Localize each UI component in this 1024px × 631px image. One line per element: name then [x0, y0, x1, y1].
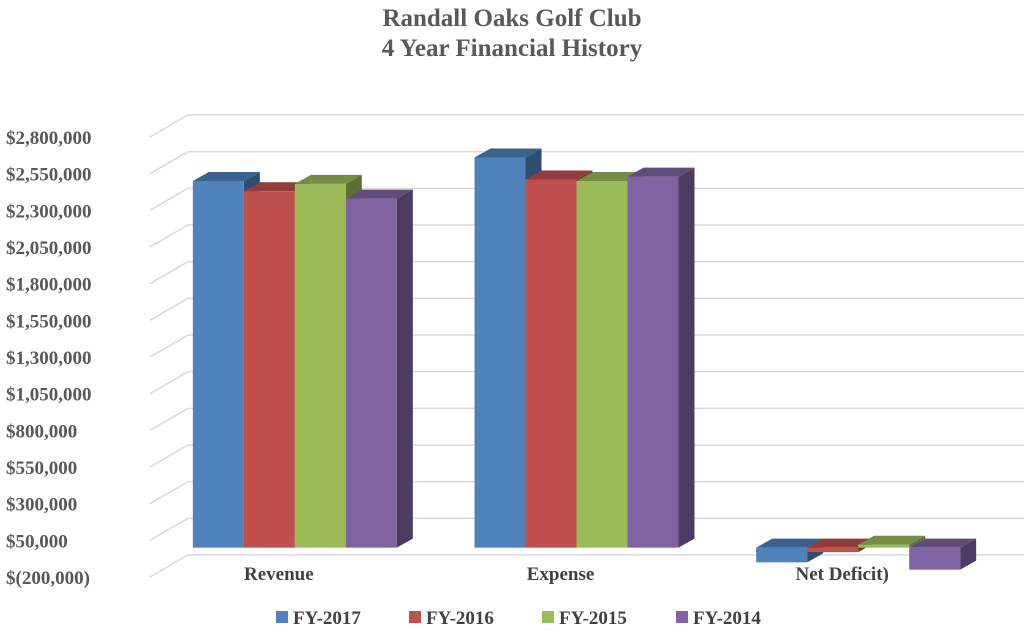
y-tick-label: $1,550,000: [6, 311, 92, 332]
legend-swatch: [409, 611, 421, 623]
legend-label: FY-2016: [426, 608, 494, 629]
gridline-depth: [149, 444, 189, 468]
bar-front: [474, 157, 526, 548]
legend-label: FY-2017: [293, 608, 361, 629]
bar-FY-2014-Expense: [627, 167, 695, 548]
gridline-depth: [149, 481, 189, 505]
y-tick-label: $50,000: [6, 531, 68, 552]
bar-top: [525, 170, 593, 180]
y-tick-label: $1,300,000: [6, 348, 92, 369]
bar-front: [345, 198, 397, 548]
gridline-depth: [149, 151, 189, 175]
bar-side: [909, 535, 926, 548]
y-tick-label: $(200,000): [6, 568, 90, 589]
bar-top: [909, 538, 977, 548]
x-tick-label: Expense: [527, 564, 595, 585]
gridline-depth: [149, 297, 189, 321]
bar-front: [858, 544, 910, 548]
y-tick-label: $2,800,000: [6, 128, 92, 149]
bar-top: [345, 189, 413, 199]
bar-front: [525, 179, 577, 548]
bar-front: [756, 547, 808, 563]
chart-subtitle: 4 Year Financial History: [381, 35, 643, 62]
bar-front: [627, 176, 679, 548]
legend-label: FY-2014: [693, 608, 761, 629]
gridline-depth: [149, 407, 189, 431]
y-tick-label: $550,000: [6, 458, 77, 479]
bar-FY-2014-Net Deficit): [909, 538, 977, 570]
bar-top: [627, 167, 695, 177]
y-tick-label: $800,000: [6, 421, 77, 442]
bar-FY-2014-Revenue: [345, 189, 413, 548]
bar-top: [294, 174, 362, 184]
y-tick-label: $2,300,000: [6, 201, 92, 222]
gridline-depth: [149, 114, 189, 138]
bar-front: [192, 181, 244, 548]
y-axis-ticks: $(200,000) $50,000 $300,000 $550,000 $800,00…: [6, 128, 92, 589]
legend-swatch: [276, 611, 288, 623]
gridline-depth: [149, 517, 189, 541]
y-tick-label: $2,050,000: [6, 238, 92, 259]
gridline-depth: [149, 187, 189, 211]
bar-top: [756, 538, 824, 548]
legend: FY-2017 FY-2016 FY-2015 FY-2014: [276, 608, 761, 629]
bar-front: [576, 181, 628, 548]
bar-front: [807, 547, 859, 553]
gridline-depth: [149, 334, 189, 358]
gridline-depth: [149, 261, 189, 285]
bar-top: [192, 172, 260, 181]
y-tick-label: $1,050,000: [6, 385, 92, 406]
x-axis-labels: Revenue Expense Net Deficit): [244, 564, 889, 585]
legend-swatch: [542, 611, 554, 623]
bar-top: [243, 182, 311, 192]
y-tick-label: $2,550,000: [6, 165, 92, 186]
legend-label: FY-2015: [559, 608, 627, 629]
bar-top: [807, 538, 875, 548]
y-tick-label: $300,000: [6, 495, 77, 516]
gridline-depth: [149, 371, 189, 395]
bar-FY-2015-Net Deficit): [858, 535, 926, 548]
bar-side: [960, 538, 977, 570]
y-tick-label: $1,800,000: [6, 275, 92, 296]
bar-side: [396, 189, 413, 548]
bar-front: [909, 547, 961, 570]
chart-title: Randall Oaks Golf Club: [382, 5, 642, 32]
x-tick-label: Net Deficit): [795, 564, 888, 585]
bar-top: [474, 148, 542, 158]
x-tick-label: Revenue: [244, 564, 314, 585]
bar-top: [858, 535, 926, 545]
bar-top: [576, 172, 644, 181]
bars: [192, 148, 977, 570]
gridline-depth: [149, 224, 189, 248]
bar-front: [243, 191, 295, 548]
legend-swatch: [676, 611, 688, 623]
bar-front: [294, 183, 346, 548]
gridline-depth: [149, 554, 189, 578]
bar-side: [678, 167, 695, 548]
